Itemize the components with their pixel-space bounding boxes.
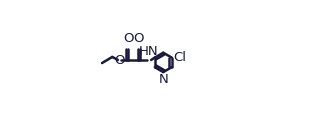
Text: O: O bbox=[114, 54, 125, 66]
Text: HN: HN bbox=[139, 45, 159, 58]
Text: Cl: Cl bbox=[173, 51, 186, 64]
Text: O: O bbox=[123, 32, 133, 45]
Text: O: O bbox=[133, 32, 143, 45]
Text: N: N bbox=[158, 73, 168, 86]
